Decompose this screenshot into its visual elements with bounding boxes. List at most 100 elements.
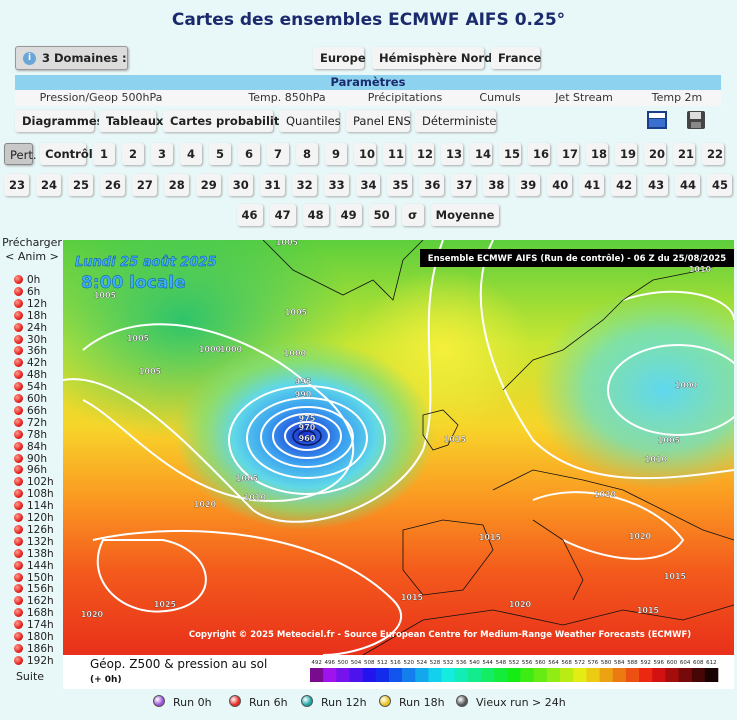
save-icon[interactable]	[686, 110, 706, 130]
hour-link[interactable]: 6h	[14, 286, 40, 298]
member-button[interactable]: 41	[579, 174, 605, 196]
hour-link[interactable]: 186h	[14, 643, 54, 655]
hour-link[interactable]: 30h	[14, 334, 47, 346]
member-button[interactable]: 1	[93, 143, 115, 165]
hour-link[interactable]: 54h	[14, 381, 47, 393]
hour-link[interactable]: 0h	[14, 274, 40, 286]
member-button[interactable]: 35	[387, 174, 413, 196]
hour-link[interactable]: 120h	[14, 512, 54, 524]
parameter-tab[interactable]: Jet Stream	[555, 91, 613, 104]
hour-link[interactable]: 174h	[14, 619, 54, 631]
member-button[interactable]: 2	[122, 143, 144, 165]
tool-button[interactable]: Quantiles	[279, 110, 341, 132]
member-button[interactable]: 50	[368, 204, 395, 226]
anim-link[interactable]: < Anim >	[5, 250, 59, 263]
member-button[interactable]: 40	[547, 174, 573, 196]
hour-link[interactable]: 150h	[14, 572, 54, 584]
member-button[interactable]: 39	[515, 174, 541, 196]
member-button[interactable]: 46	[236, 204, 263, 226]
tool-button[interactable]: Cartes probabilités	[163, 110, 294, 132]
parameter-tab[interactable]: Temp. 850hPa	[248, 91, 326, 104]
hour-link[interactable]: 168h	[14, 607, 54, 619]
member-button[interactable]: 30	[227, 174, 253, 196]
member-button[interactable]: 19	[615, 143, 637, 165]
member-button[interactable]: 7	[267, 143, 289, 165]
member-button[interactable]: 4	[180, 143, 202, 165]
hour-link[interactable]: 78h	[14, 429, 47, 441]
tool-button[interactable]: Panel ENS	[346, 110, 411, 132]
member-button[interactable]: Contrôle	[40, 143, 101, 165]
member-button[interactable]: 15	[499, 143, 521, 165]
member-button[interactable]: 31	[259, 174, 285, 196]
domains-button[interactable]: i 3 Domaines :	[15, 46, 128, 70]
hour-link[interactable]: 126h	[14, 524, 54, 536]
member-button[interactable]: 28	[163, 174, 189, 196]
gif-icon[interactable]	[646, 110, 668, 130]
member-button[interactable]: 23	[4, 174, 29, 196]
hour-link[interactable]: 108h	[14, 488, 54, 500]
member-button[interactable]: 14	[470, 143, 492, 165]
member-button[interactable]: 22	[702, 143, 724, 165]
hour-link[interactable]: 132h	[14, 536, 54, 548]
domain-button[interactable]: Europe	[313, 47, 366, 69]
member-button[interactable]: 8	[296, 143, 318, 165]
hour-link[interactable]: 84h	[14, 441, 47, 453]
parameter-tab[interactable]: Précipitations	[367, 91, 443, 104]
member-button[interactable]: 43	[643, 174, 669, 196]
member-button[interactable]: Moyenne	[430, 204, 500, 226]
hour-link[interactable]: 60h	[14, 393, 47, 405]
member-button[interactable]: 26	[99, 174, 125, 196]
member-button[interactable]: 38	[483, 174, 509, 196]
hour-link[interactable]: 24h	[14, 322, 47, 334]
domain-button[interactable]: Hémisphère Nord	[372, 47, 492, 69]
member-button[interactable]: 37	[451, 174, 477, 196]
member-button[interactable]: 20	[644, 143, 666, 165]
member-button[interactable]: Pert.	[4, 143, 37, 165]
member-button[interactable]: 36	[419, 174, 445, 196]
member-button[interactable]: 49	[335, 204, 362, 226]
member-button[interactable]: 17	[557, 143, 579, 165]
member-button[interactable]: 34	[355, 174, 381, 196]
hour-link[interactable]: 90h	[14, 453, 47, 465]
hour-link[interactable]: 162h	[14, 595, 54, 607]
member-button[interactable]: 11	[383, 143, 405, 165]
hour-link[interactable]: 42h	[14, 357, 47, 369]
hour-link[interactable]: 102h	[14, 476, 54, 488]
hour-link[interactable]: 48h	[14, 369, 47, 381]
member-button[interactable]: 13	[441, 143, 463, 165]
hour-link[interactable]: 192h	[14, 655, 54, 667]
member-button[interactable]: 33	[323, 174, 349, 196]
hour-link[interactable]: 156h	[14, 583, 54, 595]
domain-button[interactable]: France	[491, 47, 541, 69]
member-button[interactable]: 12	[412, 143, 434, 165]
member-button[interactable]: 6	[238, 143, 260, 165]
member-button[interactable]: 48	[302, 204, 329, 226]
tool-button[interactable]: Diagrammes	[15, 110, 104, 132]
hour-link[interactable]: 36h	[14, 345, 47, 357]
member-button[interactable]: 10	[354, 143, 376, 165]
tool-button[interactable]: Tableaux	[99, 110, 163, 132]
hour-link[interactable]: 138h	[14, 548, 54, 560]
member-button[interactable]: 5	[209, 143, 231, 165]
member-button[interactable]: 29	[195, 174, 221, 196]
member-button[interactable]: 24	[35, 174, 61, 196]
hour-link[interactable]: 96h	[14, 464, 47, 476]
hour-link[interactable]: 66h	[14, 405, 47, 417]
hour-link[interactable]: 72h	[14, 417, 47, 429]
member-button[interactable]: 32	[291, 174, 317, 196]
hour-link[interactable]: 114h	[14, 500, 54, 512]
member-button[interactable]: 25	[67, 174, 93, 196]
member-button[interactable]: 47	[269, 204, 296, 226]
parameter-tab[interactable]: Cumuls	[479, 91, 521, 104]
hour-link[interactable]: 144h	[14, 560, 54, 572]
member-button[interactable]: 18	[586, 143, 608, 165]
member-button[interactable]: 45	[707, 174, 732, 196]
hour-link[interactable]: 18h	[14, 310, 47, 322]
member-button[interactable]: 16	[528, 143, 550, 165]
hour-link[interactable]: 12h	[14, 298, 47, 310]
member-button[interactable]: 44	[675, 174, 700, 196]
parameter-tab[interactable]: Pression/Geop 500hPa	[39, 91, 163, 104]
next-link[interactable]: Suite	[15, 670, 45, 683]
member-button[interactable]: 42	[611, 174, 637, 196]
parameter-tab[interactable]: Temp 2m	[651, 91, 703, 104]
